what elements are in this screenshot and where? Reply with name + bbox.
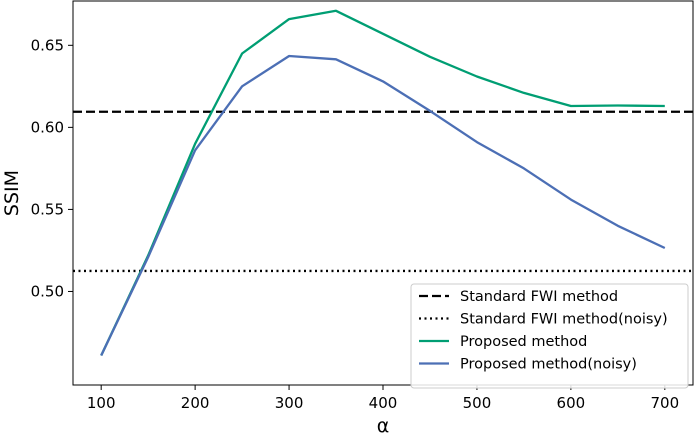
y-tick-label: 0.50 bbox=[31, 282, 64, 300]
y-tick-label: 0.60 bbox=[31, 118, 64, 136]
x-axis: 100 200 300 400 500 600 700 bbox=[87, 385, 679, 412]
legend: Standard FWI method Standard FWI method(n… bbox=[410, 283, 689, 389]
y-axis-label: SSIM bbox=[1, 170, 23, 216]
x-tick-label: 200 bbox=[181, 394, 210, 412]
x-tick-label: 700 bbox=[650, 394, 679, 412]
x-tick-label: 500 bbox=[463, 394, 492, 412]
legend-box bbox=[410, 283, 689, 389]
x-tick-label: 100 bbox=[87, 394, 116, 412]
legend-label: Proposed method(noisy) bbox=[460, 357, 637, 373]
reference-lines bbox=[73, 110, 693, 273]
series-line bbox=[100, 54, 666, 356]
legend-label: Standard FWI method(noisy) bbox=[460, 312, 668, 328]
series-lines bbox=[100, 9, 666, 356]
y-tick-label: 0.65 bbox=[31, 36, 64, 54]
legend-label: Proposed method bbox=[460, 334, 587, 350]
x-tick-label: 400 bbox=[369, 394, 398, 412]
y-axis: 0.50 0.55 0.60 0.65 bbox=[31, 36, 73, 300]
y-tick-label: 0.55 bbox=[31, 200, 64, 218]
x-axis-label: α bbox=[377, 415, 390, 436]
x-tick-label: 600 bbox=[557, 394, 586, 412]
series-line bbox=[100, 9, 665, 356]
legend-label: Standard FWI method bbox=[460, 289, 618, 305]
x-tick-label: 300 bbox=[275, 394, 304, 412]
